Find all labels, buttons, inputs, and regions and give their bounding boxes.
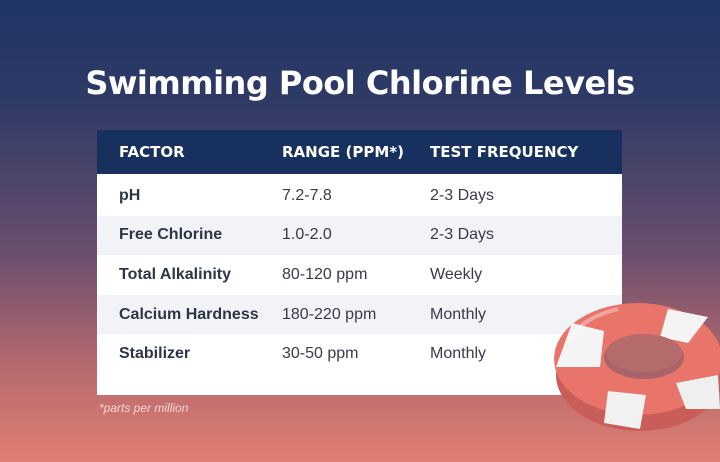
table-row: Free Chlorine 1.0-2.0 2-3 Days <box>97 215 622 256</box>
header-range: RANGE (PPM*) <box>282 143 404 161</box>
cell-frequency: 2-3 Days <box>430 226 495 244</box>
cell-frequency: Monthly <box>430 345 487 363</box>
table-row: pH 7.2-7.8 2-3 Days <box>97 176 622 216</box>
cell-frequency: 2-3 Days <box>430 186 495 204</box>
header-test-frequency: TEST FREQUENCY <box>430 143 579 161</box>
cell-factor: Free Chlorine <box>119 226 223 244</box>
table-row: Total Alkalinity 80-120 ppm Weekly <box>97 255 622 295</box>
cell-range: 7.2-7.8 <box>282 186 332 204</box>
table-header: FACTOR RANGE (PPM*) TEST FREQUENCY <box>97 130 622 174</box>
cell-factor: Calcium Hardness <box>119 305 259 323</box>
chlorine-levels-table: FACTOR RANGE (PPM*) TEST FREQUENCY pH 7.… <box>97 130 622 395</box>
header-factor: FACTOR <box>119 143 185 161</box>
table-body: pH 7.2-7.8 2-3 Days Free Chlorine 1.0-2.… <box>97 174 622 374</box>
cell-range: 1.0-2.0 <box>282 226 332 244</box>
footnote: *parts per million <box>99 401 189 415</box>
cell-frequency: Monthly <box>430 305 487 323</box>
cell-range: 30-50 ppm <box>282 345 359 363</box>
cell-range: 80-120 ppm <box>282 265 368 283</box>
cell-factor: pH <box>119 186 141 204</box>
page-title: Swimming Pool Chlorine Levels <box>85 64 635 102</box>
cell-factor: Stabilizer <box>119 345 191 363</box>
table-row: Calcium Hardness 180-220 ppm Monthly <box>97 294 622 335</box>
cell-factor: Total Alkalinity <box>119 265 232 283</box>
table-row: Stabilizer 30-50 ppm Monthly <box>97 334 622 374</box>
cell-frequency: Weekly <box>430 265 483 283</box>
life-ring-icon <box>554 303 720 431</box>
cell-range: 180-220 ppm <box>282 305 377 323</box>
